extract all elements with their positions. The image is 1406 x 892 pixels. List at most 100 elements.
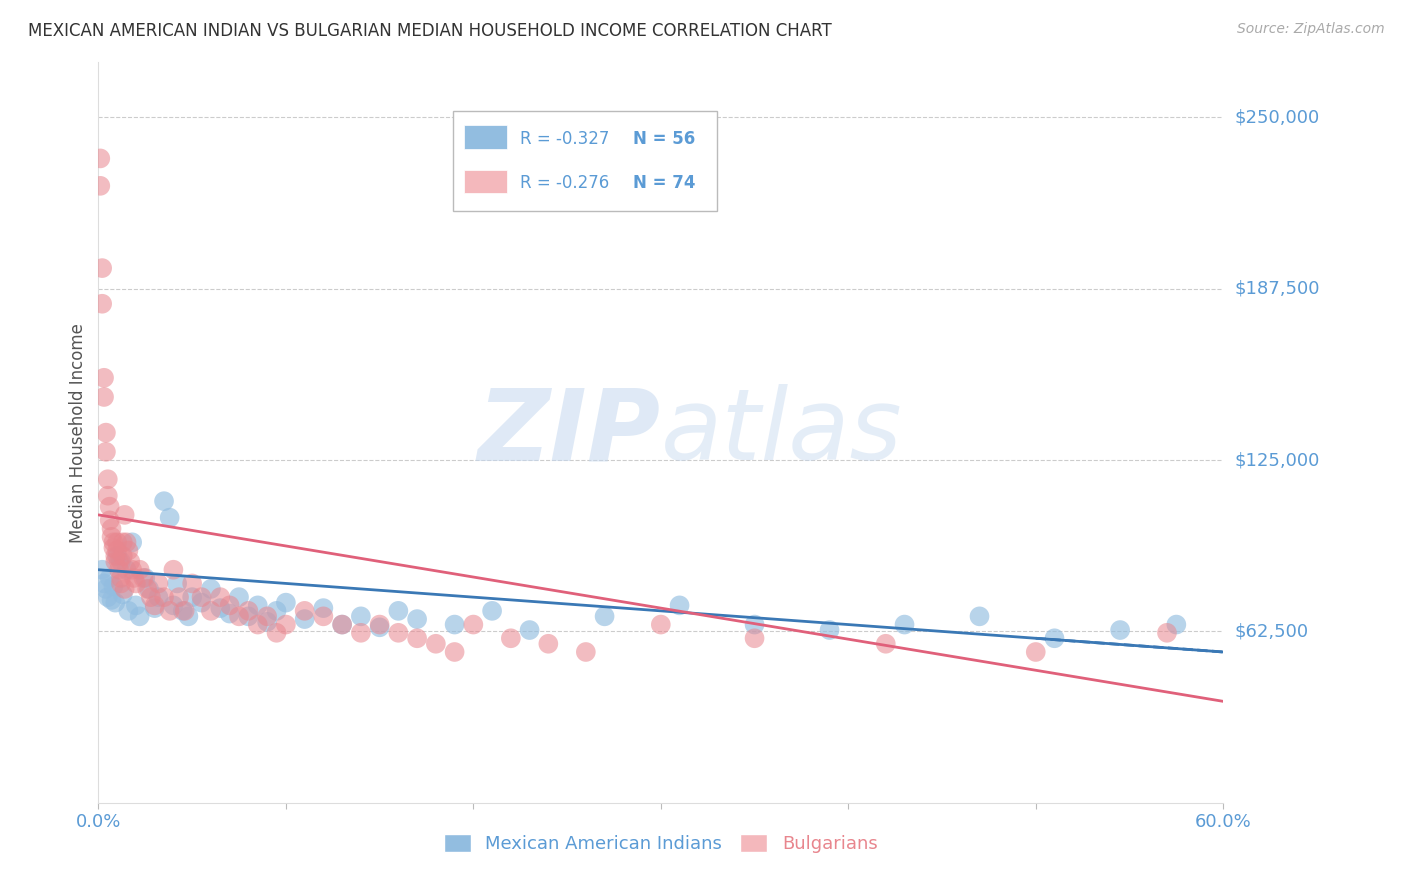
Point bbox=[200, 604, 222, 618]
Point bbox=[218, 599, 240, 613]
Point bbox=[209, 590, 232, 604]
Point bbox=[91, 261, 114, 276]
Point bbox=[89, 178, 111, 193]
Point bbox=[274, 596, 297, 610]
Point bbox=[153, 494, 176, 508]
Point bbox=[125, 599, 148, 613]
Point bbox=[98, 500, 121, 514]
Text: ZIP: ZIP bbox=[478, 384, 661, 481]
Point bbox=[312, 601, 335, 615]
Point bbox=[159, 604, 181, 618]
Point bbox=[668, 599, 690, 613]
Point bbox=[108, 554, 131, 568]
Point bbox=[159, 510, 181, 524]
Point bbox=[111, 549, 134, 563]
Point bbox=[443, 617, 465, 632]
Point bbox=[93, 390, 115, 404]
Point bbox=[100, 522, 122, 536]
Text: $187,500: $187,500 bbox=[1234, 280, 1320, 298]
Point bbox=[312, 609, 335, 624]
Point bbox=[100, 593, 122, 607]
Point bbox=[256, 615, 278, 629]
Text: N = 74: N = 74 bbox=[633, 174, 695, 192]
FancyBboxPatch shape bbox=[453, 111, 717, 211]
Point bbox=[593, 609, 616, 624]
Text: atlas: atlas bbox=[661, 384, 903, 481]
Point bbox=[519, 623, 541, 637]
Point bbox=[200, 582, 222, 596]
Point bbox=[108, 563, 131, 577]
Point bbox=[818, 623, 841, 637]
Text: MEXICAN AMERICAN INDIAN VS BULGARIAN MEDIAN HOUSEHOLD INCOME CORRELATION CHART: MEXICAN AMERICAN INDIAN VS BULGARIAN MED… bbox=[28, 22, 832, 40]
Point bbox=[350, 609, 373, 624]
Point bbox=[368, 617, 391, 632]
Point bbox=[893, 617, 915, 632]
Point bbox=[104, 549, 127, 563]
Point bbox=[406, 612, 429, 626]
Point bbox=[89, 152, 111, 166]
Text: $125,000: $125,000 bbox=[1234, 451, 1320, 469]
Point bbox=[139, 590, 162, 604]
Point bbox=[97, 472, 120, 486]
Point bbox=[218, 607, 240, 621]
Point bbox=[148, 590, 170, 604]
Point bbox=[425, 637, 447, 651]
Text: Source: ZipAtlas.com: Source: ZipAtlas.com bbox=[1237, 22, 1385, 37]
Point bbox=[98, 513, 121, 527]
Point bbox=[138, 582, 160, 596]
Point bbox=[93, 576, 115, 591]
Point bbox=[1109, 623, 1132, 637]
Point bbox=[650, 617, 672, 632]
Point bbox=[148, 576, 170, 591]
Point bbox=[172, 604, 194, 618]
Point bbox=[350, 625, 373, 640]
Point bbox=[134, 571, 156, 585]
Point bbox=[93, 371, 115, 385]
Point bbox=[443, 645, 465, 659]
Point bbox=[1156, 625, 1178, 640]
Text: R = -0.276: R = -0.276 bbox=[520, 174, 609, 192]
Point bbox=[1025, 645, 1047, 659]
Point bbox=[91, 297, 114, 311]
Point bbox=[387, 625, 409, 640]
Point bbox=[115, 535, 138, 549]
Point bbox=[100, 530, 122, 544]
Point bbox=[132, 571, 155, 585]
Point bbox=[94, 445, 117, 459]
Point bbox=[744, 632, 766, 646]
Point bbox=[246, 599, 269, 613]
Point bbox=[481, 604, 503, 618]
Point bbox=[181, 590, 204, 604]
Point bbox=[103, 579, 125, 593]
Point bbox=[368, 620, 391, 634]
Point bbox=[238, 604, 260, 618]
Point bbox=[575, 645, 598, 659]
Point bbox=[97, 590, 120, 604]
Point bbox=[153, 590, 176, 604]
Point bbox=[121, 563, 143, 577]
Point bbox=[143, 601, 166, 615]
Bar bbox=[464, 169, 506, 194]
Point bbox=[1043, 632, 1066, 646]
Point bbox=[166, 576, 188, 591]
Point bbox=[173, 604, 195, 618]
Point bbox=[190, 590, 212, 604]
Point bbox=[228, 609, 250, 624]
Text: $250,000: $250,000 bbox=[1234, 108, 1320, 127]
Point bbox=[406, 632, 429, 646]
Point bbox=[136, 582, 159, 596]
Point bbox=[98, 571, 121, 585]
Point bbox=[105, 543, 128, 558]
Text: N = 56: N = 56 bbox=[633, 129, 695, 148]
Point bbox=[110, 571, 132, 585]
Point bbox=[162, 599, 184, 613]
Point bbox=[246, 617, 269, 632]
Point bbox=[117, 604, 139, 618]
Point bbox=[94, 425, 117, 440]
Point bbox=[125, 576, 148, 591]
Point bbox=[105, 535, 128, 549]
Point bbox=[128, 609, 150, 624]
Point bbox=[463, 617, 485, 632]
Point bbox=[177, 609, 200, 624]
Bar bbox=[464, 126, 506, 149]
